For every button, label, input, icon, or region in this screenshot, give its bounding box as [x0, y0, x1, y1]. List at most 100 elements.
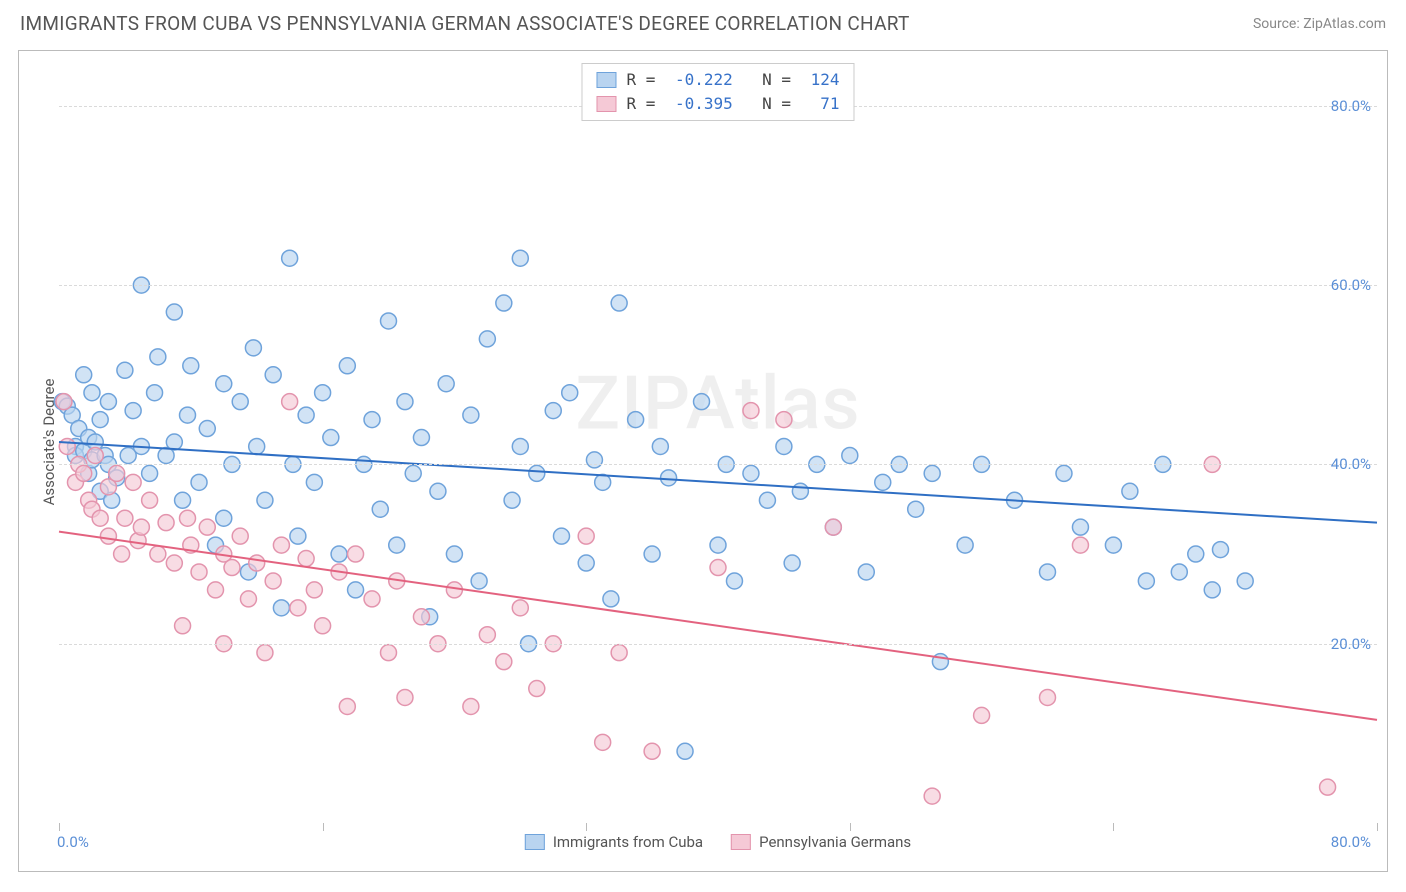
data-point [553, 528, 569, 544]
data-point [175, 618, 191, 634]
data-point [282, 394, 298, 410]
data-point [147, 385, 163, 401]
data-point [306, 474, 322, 490]
source-label: Source: ZipAtlas.com [1253, 16, 1386, 32]
x-tick-left: 0.0% [57, 833, 89, 851]
x-tick [323, 823, 324, 831]
x-tick [586, 823, 587, 831]
data-point [282, 250, 298, 266]
data-point [529, 465, 545, 481]
data-point [825, 519, 841, 535]
y-tick-label: 60.0% [1331, 276, 1371, 294]
data-point [315, 618, 331, 634]
data-point [479, 627, 495, 643]
data-point [710, 560, 726, 576]
grid-line [59, 464, 1377, 465]
data-point [545, 403, 561, 419]
data-point [331, 546, 347, 562]
data-point [694, 394, 710, 410]
swatch-cuba-icon [525, 834, 545, 850]
data-point [611, 295, 627, 311]
data-point [364, 412, 380, 428]
data-point [298, 551, 314, 567]
data-point [150, 349, 166, 365]
data-point [1040, 689, 1056, 705]
data-point [1171, 564, 1187, 580]
data-point [142, 465, 158, 481]
data-point [306, 582, 322, 598]
data-point [315, 385, 331, 401]
data-point [56, 394, 72, 410]
data-point [180, 510, 196, 526]
data-point [677, 743, 693, 759]
data-point [249, 555, 265, 571]
scatter-plot-svg [59, 61, 1377, 823]
data-point [84, 385, 100, 401]
data-point [438, 376, 454, 392]
plot-area: Associate's Degree ZIPAtlas R = -0.222 N… [59, 61, 1377, 823]
data-point [166, 304, 182, 320]
data-point [100, 394, 116, 410]
data-point [512, 250, 528, 266]
data-point [125, 474, 141, 490]
x-tick [1377, 823, 1378, 831]
data-point [710, 537, 726, 553]
data-point [1320, 779, 1336, 795]
data-point [397, 689, 413, 705]
data-point [512, 438, 528, 454]
data-point [133, 519, 149, 535]
y-tick-label: 40.0% [1331, 455, 1371, 473]
data-point [1138, 573, 1154, 589]
data-point [1122, 483, 1138, 499]
data-point [232, 394, 248, 410]
data-point [776, 438, 792, 454]
data-point [578, 555, 594, 571]
data-point [784, 555, 800, 571]
swatch-cuba [596, 72, 616, 88]
grid-line [59, 644, 1377, 645]
legend-item-pa-german: Pennsylvania Germans [731, 833, 911, 851]
data-point [59, 438, 75, 454]
data-point [240, 591, 256, 607]
data-point [100, 528, 116, 544]
data-point [413, 609, 429, 625]
data-point [348, 582, 364, 598]
data-point [273, 600, 289, 616]
data-point [743, 403, 759, 419]
data-point [726, 573, 742, 589]
data-point [249, 438, 265, 454]
x-tick [1113, 823, 1114, 831]
swatch-pa-german-icon [731, 834, 751, 850]
swatch-pa-german [596, 96, 616, 112]
data-point [1040, 564, 1056, 580]
data-point [265, 367, 281, 383]
data-point [1105, 537, 1121, 553]
data-point [578, 528, 594, 544]
data-point [180, 407, 196, 423]
data-point [759, 492, 775, 508]
data-point [199, 519, 215, 535]
data-point [743, 465, 759, 481]
data-point [512, 600, 528, 616]
data-point [1056, 465, 1072, 481]
data-point [652, 438, 668, 454]
data-point [1072, 519, 1088, 535]
y-tick-label: 20.0% [1331, 635, 1371, 653]
data-point [372, 501, 388, 517]
data-point [776, 412, 792, 428]
data-point [109, 465, 125, 481]
data-point [1188, 546, 1204, 562]
data-point [166, 434, 182, 450]
data-point [191, 474, 207, 490]
data-point [957, 537, 973, 553]
data-point [389, 537, 405, 553]
data-point [463, 407, 479, 423]
data-point [199, 421, 215, 437]
data-point [290, 600, 306, 616]
data-point [974, 707, 990, 723]
series-legend: Immigrants from Cuba Pennsylvania German… [525, 833, 911, 851]
data-point [908, 501, 924, 517]
data-point [875, 474, 891, 490]
correlation-legend: R = -0.222 N = 124 R = -0.395 N = 71 [581, 63, 854, 121]
data-point [114, 546, 130, 562]
